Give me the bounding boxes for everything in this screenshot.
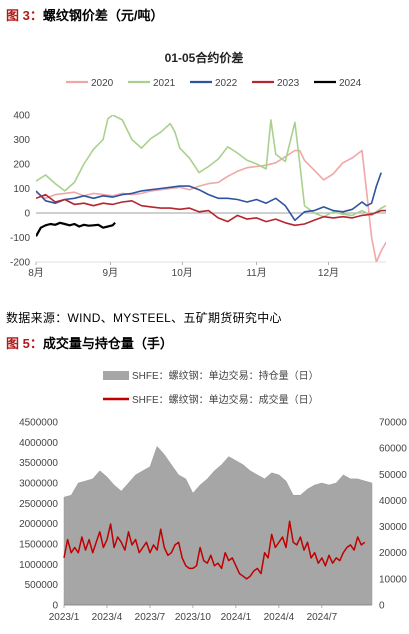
volume-openinterest-chart: SHFE：螺纹钢：单边交易：持仓量（日） SHFE：螺纹钢：单边交易：成交量（日）… [19,369,407,623]
source-note: 数据来源：WIND、MYSTEEL、五矿期货研究中心 [6,311,282,325]
series-line-2020 [36,149,386,262]
y-tick-label: -100 [10,233,30,244]
legend-swatch-open-interest [103,371,129,380]
y-left-tick-label: 4500000 [19,418,58,429]
x-tick-label: 11月 [246,267,266,279]
series-line-2024 [36,221,116,237]
figure-5-label: 图 5： [6,336,43,351]
spread-line-chart: 01-05合约价差 2020 2021 2022 2023 2024 -200 -100 0 10… [10,50,386,279]
legend-label-2020: 2020 [91,78,114,89]
y-right-tick-label: 10000 [379,574,407,585]
x-tick-label: 12月 [318,267,339,279]
y-right-tick-label: 20000 [379,548,407,559]
y-right-tick-label: 30000 [379,522,407,533]
y-right-tick-label: 0 [379,601,385,612]
figure-3-label: 图 3： [6,8,43,23]
x-tick-label: 2023/1 [49,612,80,623]
y-right-tick-label: 40000 [379,496,407,507]
open-interest-area [63,445,373,606]
figure-3-title: 图 3：螺纹钢价差（元/吨） [6,5,163,24]
x-tick-label: 9月 [103,267,119,279]
y-tick-label: 0 [24,209,30,220]
x-tick-label: 8月 [28,267,44,279]
y-right-tick-label: 70000 [379,418,407,429]
x-tick-label: 2024/7 [307,612,338,623]
legend-label-2024: 2024 [339,78,362,89]
y-left-tick-label: 2000000 [19,519,58,530]
y-left-tick-label: 3500000 [19,458,58,469]
legend-label-2022: 2022 [215,78,238,89]
figure-5-title: 图 5：成交量与持仓量（手） [6,333,173,352]
x-tick-label: 2023/7 [135,612,166,623]
x-tick-label: 2023/4 [92,612,123,623]
y-tick-label: 300 [13,135,30,146]
legend-label-volume: SHFE：螺纹钢：单边交易：成交量（日） [132,393,319,406]
y-left-tick-label: 0 [52,601,58,612]
legend-label-2023: 2023 [277,78,300,89]
series-line-2023 [36,193,386,227]
y-left-tick-label: 1000000 [19,560,58,571]
chart-title: 01-05合约价差 [165,50,244,65]
legend-label-2021: 2021 [153,78,176,89]
y-tick-label: 400 [13,111,30,122]
x-tick-label: 2023/10 [175,612,212,623]
y-left-tick-label: 2500000 [19,499,58,510]
x-tick-label: 10月 [172,267,193,279]
x-tick-label: 2024/4 [264,612,295,623]
series-line-2022 [36,172,382,222]
y-tick-label: -200 [10,258,30,269]
y-left-tick-label: 500000 [25,580,59,591]
y-right-tick-label: 50000 [379,470,407,481]
series-line-2021 [36,115,386,218]
legend-label-open-interest: SHFE：螺纹钢：单边交易：持仓量（日） [132,369,319,382]
y-left-tick-label: 3000000 [19,479,58,490]
figure-5-title-text: 成交量与持仓量（手） [42,336,173,351]
y-left-tick-label: 1500000 [19,540,58,551]
y-left-tick-label: 4000000 [19,438,58,449]
y-right-tick-label: 60000 [379,444,407,455]
x-tick-label: 2024/1 [221,612,252,623]
figure-3-title-text: 螺纹钢价差（元/吨） [42,8,164,23]
y-tick-label: 200 [13,160,30,171]
volume-line [63,520,366,580]
y-tick-label: 100 [13,184,30,195]
